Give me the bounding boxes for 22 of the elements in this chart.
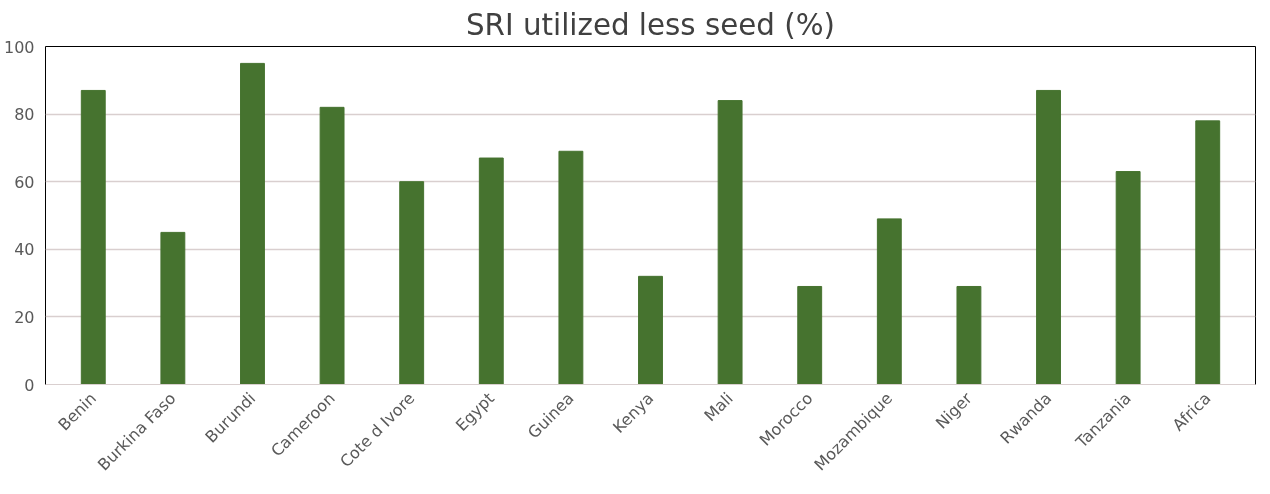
bar: [956, 285, 982, 385]
bar: [638, 275, 663, 385]
bar: [160, 231, 186, 385]
bar: [558, 150, 584, 385]
bar: [80, 89, 106, 385]
y-tick-label: 20: [14, 307, 35, 327]
bar: [319, 106, 345, 385]
bar: [478, 157, 504, 385]
y-tick-label: 100: [3, 37, 35, 57]
y-tick-label: 80: [14, 105, 35, 125]
y-tick-label: 0: [24, 375, 35, 395]
bar: [876, 218, 902, 385]
bar: [1115, 171, 1141, 385]
y-tick-label: 40: [14, 240, 35, 260]
y-tick-label: 60: [14, 172, 35, 192]
bar: [797, 285, 823, 385]
chart-title: SRI utilized less seed (%): [466, 7, 836, 42]
bar: [1195, 120, 1221, 385]
bar: [1036, 89, 1061, 385]
bar: [240, 62, 265, 385]
bar: [399, 181, 425, 385]
bar: [717, 100, 743, 385]
